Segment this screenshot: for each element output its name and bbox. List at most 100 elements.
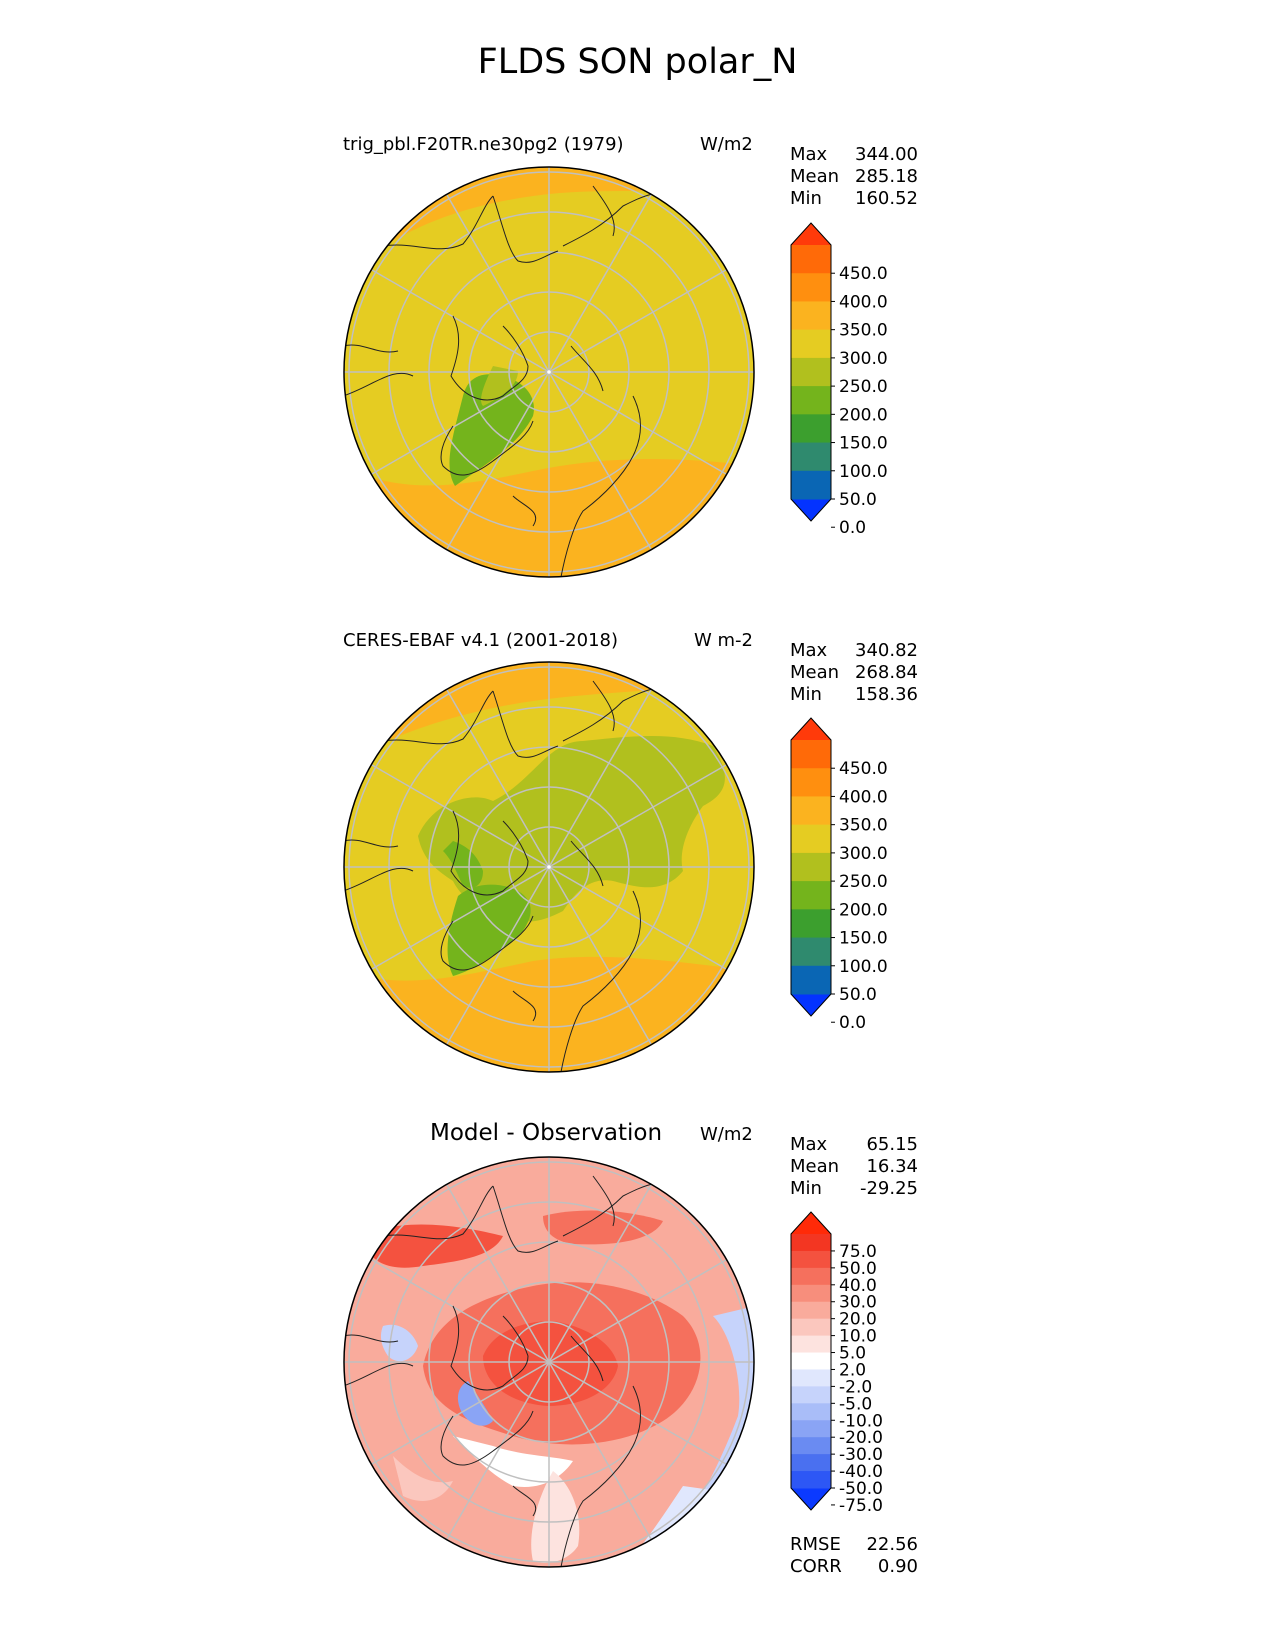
colorbar-tick-label: 250.0 (839, 872, 888, 892)
panel-2-units: W m-2 (694, 630, 754, 651)
colorbar-tick-label: 150.0 (839, 929, 888, 949)
stat-min: -29.25 (859, 1178, 918, 1199)
colorbar-segment (791, 909, 831, 939)
colorbar-extend-max (791, 1212, 831, 1234)
colorbar-segment (791, 1301, 831, 1320)
stat-label: Max (790, 1134, 828, 1155)
colorbar-tick-label: 50.0 (839, 490, 877, 510)
panel-1-polar-map (343, 166, 755, 578)
colorbar-extend-min (791, 499, 831, 521)
panel-2-colorbar: 450.0 400.0 350.0 300.0 250.0 200.0 150.0 100.0… (790, 717, 888, 1033)
colorbar-tick-label: 50.0 (839, 985, 877, 1005)
colorbar-tick-label: 50.0 (839, 1259, 877, 1279)
panel-3-graticule (344, 1157, 754, 1567)
stat-label: Mean (790, 1156, 840, 1177)
colorbar-tick-label: 300.0 (839, 844, 888, 864)
figure-title: FLDS SON polar_N (477, 42, 798, 82)
colorbar-segment (791, 329, 831, 359)
stat-label: CORR (790, 1556, 842, 1577)
stat-max: 340.82 (855, 640, 918, 661)
panel-3-units: W/m2 (700, 1124, 753, 1145)
stat-label: Max (790, 640, 828, 661)
colorbar-extend-min (791, 1488, 831, 1510)
colorbar-tick-label: 200.0 (839, 405, 888, 425)
colorbar-segment (791, 965, 831, 995)
panel-2-title: CERES-EBAF v4.1 (2001-2018) (343, 630, 619, 651)
colorbar-tick-label: 450.0 (839, 264, 888, 284)
colorbar-tick-label: 5.0 (839, 1344, 866, 1364)
stat-label: Min (790, 684, 822, 705)
stat-max: 65.15 (866, 1134, 918, 1155)
panel-3-title: Model - Observation (430, 1120, 663, 1146)
pole-marker (547, 865, 551, 869)
panel-3-polar-map (343, 1156, 755, 1568)
colorbar-tick-label: 400.0 (839, 292, 888, 312)
colorbar-segment (791, 442, 831, 472)
colorbar-segment (791, 881, 831, 910)
panel-3-stats: Max 65.15 Mean 16.34 Min -29.25 (790, 1134, 918, 1200)
colorbar-tick-label: 300.0 (839, 349, 888, 369)
colorbar-extend-max (791, 718, 831, 740)
colorbar-tick-label: 10.0 (839, 1327, 877, 1347)
colorbar-segment (791, 386, 831, 415)
colorbar-segment (791, 1234, 831, 1252)
panel-3-footer-stats: RMSE 22.56 CORR 0.90 (790, 1534, 918, 1578)
colorbar-tick-label: -10.0 (839, 1411, 883, 1431)
pole-marker (547, 370, 551, 374)
colorbar-segment (791, 1318, 831, 1337)
stat-label: Max (790, 144, 828, 165)
colorbar-segment (791, 1284, 831, 1303)
colorbar-segment (791, 824, 831, 854)
colorbar-segment (791, 1420, 831, 1438)
colorbar-segment (791, 1335, 831, 1354)
colorbar-tick-label: 20.0 (839, 1310, 877, 1330)
stat-label: RMSE (790, 1534, 841, 1555)
colorbar-tick-label: -2.0 (839, 1377, 872, 1397)
panel-3-colorbar: 75.050.040.030.020.010.05.02.0-2.0-5.0-1… (790, 1211, 883, 1516)
panel-1-colorbar: 450.0 400.0 350.0 300.0 250.0 200.0 150.0 100.0… (790, 222, 888, 538)
colorbar-segment (791, 1267, 831, 1286)
colorbar-segment (791, 273, 831, 302)
panel-3-map-boundary (343, 1156, 755, 1568)
panel-1-title: trig_pbl.F20TR.ne30pg2 (1979) (343, 134, 624, 155)
colorbar-tick-label: 350.0 (839, 816, 888, 836)
colorbar-tick-label: 200.0 (839, 900, 888, 920)
stat-label: Min (790, 1178, 822, 1199)
stat-label: Mean (790, 662, 840, 683)
colorbar-tick-label: 450.0 (839, 759, 888, 779)
colorbar-segment (791, 796, 831, 826)
colorbar-tick-label: -30.0 (839, 1445, 883, 1465)
colorbar-tick-label: 150.0 (839, 434, 888, 454)
panel-2-coastlines (344, 680, 694, 1072)
panel-2-map-boundary (343, 661, 755, 1073)
stat-rmse: 22.56 (866, 1534, 918, 1555)
panel-1-units: W/m2 (700, 134, 753, 155)
colorbar-tick-label: 2.0 (839, 1360, 866, 1380)
colorbar-tick-label: 30.0 (839, 1293, 877, 1313)
stat-min: 158.36 (855, 684, 918, 705)
colorbar-extend-max (791, 223, 831, 245)
stat-max: 344.00 (855, 144, 918, 165)
colorbar-segment (791, 245, 831, 274)
panel-1-map-boundary (343, 166, 755, 578)
panel-3-coastlines (344, 1175, 694, 1567)
colorbar-segment (791, 1352, 831, 1370)
panel-1-stats: Max 344.00 Mean 285.18 Min 160.52 (790, 144, 918, 210)
stat-mean: 16.34 (866, 1156, 918, 1177)
colorbar-extend-min (791, 994, 831, 1016)
stat-min: 160.52 (855, 188, 918, 209)
colorbar-tick-label: 350.0 (839, 321, 888, 341)
colorbar-segment (791, 470, 831, 500)
colorbar-tick-label: 400.0 (839, 787, 888, 807)
colorbar-segment (791, 937, 831, 967)
colorbar-segment (791, 1403, 831, 1421)
colorbar-tick-label: -5.0 (839, 1394, 872, 1414)
colorbar-segment (791, 740, 831, 769)
colorbar-tick-label: 0.0 (839, 518, 866, 538)
colorbar-segment (791, 301, 831, 331)
colorbar-tick-label: -20.0 (839, 1428, 883, 1448)
stat-label: Mean (790, 166, 840, 187)
colorbar-tick-label: -75.0 (839, 1496, 883, 1516)
colorbar-segment (791, 1369, 831, 1387)
colorbar-tick-label: -50.0 (839, 1479, 883, 1499)
